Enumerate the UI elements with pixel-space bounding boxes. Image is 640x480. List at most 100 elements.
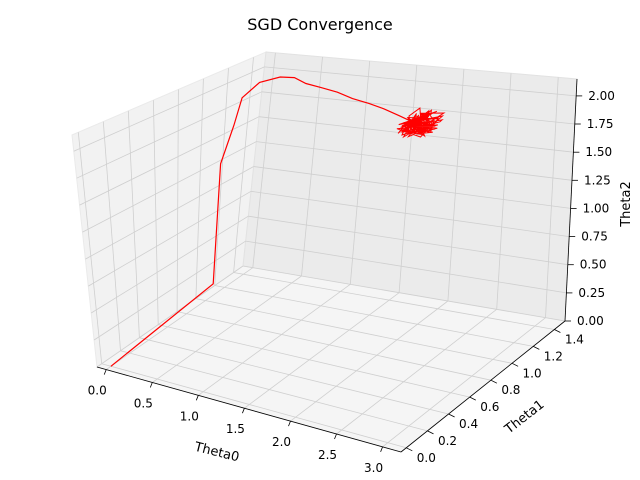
z-gridline xyxy=(73,66,265,152)
y-tick-label: 0.2 xyxy=(438,434,457,448)
y-gridline xyxy=(139,337,449,415)
x-tick-label: 0.0 xyxy=(88,384,107,398)
z-gridline xyxy=(93,240,246,341)
z-gridline xyxy=(250,190,570,237)
z-gridline xyxy=(242,265,566,322)
y-gridline xyxy=(77,132,103,364)
x-tick xyxy=(195,395,199,401)
x-tick-label: 3.0 xyxy=(364,461,383,475)
x-gridline xyxy=(545,77,559,318)
tick-labels: 0.00.51.01.52.02.53.00.00.20.40.60.81.01… xyxy=(88,89,615,475)
y-gridline xyxy=(153,100,159,325)
x-tick-label: 2.5 xyxy=(318,448,337,462)
y-gridline xyxy=(101,363,407,449)
z-tick-label: 0.50 xyxy=(580,258,607,272)
y-gridline xyxy=(195,298,513,364)
y-tick-label: 1.4 xyxy=(565,333,584,347)
z-tick-label: 1.00 xyxy=(583,201,610,215)
x-tick-label: 1.5 xyxy=(226,422,245,436)
y-gridline xyxy=(177,311,491,381)
y-tick xyxy=(554,329,561,333)
convergence-cluster xyxy=(396,107,446,139)
z-tick-label: 0.75 xyxy=(581,230,608,244)
y-tick xyxy=(511,362,519,367)
x-gridline xyxy=(382,317,546,448)
x-gridline xyxy=(398,65,418,293)
x-gridline xyxy=(152,275,302,383)
y-axis-line xyxy=(400,320,566,453)
y-gridline xyxy=(158,324,470,398)
y-gridline xyxy=(233,272,555,330)
axis-lines xyxy=(96,78,578,453)
z-axis-line xyxy=(564,78,578,322)
x-tick xyxy=(103,369,107,375)
series-line xyxy=(110,76,421,367)
x-axis-line xyxy=(96,366,402,453)
y-tick xyxy=(469,396,476,401)
z-tick-label: 1.75 xyxy=(587,117,614,131)
y-gridline xyxy=(214,68,229,286)
y-tick xyxy=(406,447,413,452)
z-gridline xyxy=(79,116,260,206)
z-tick-label: 0.00 xyxy=(577,314,604,328)
z-gridline xyxy=(253,166,571,209)
z-gridline xyxy=(264,66,577,97)
x-tick xyxy=(149,382,153,388)
x-gridline xyxy=(244,292,400,409)
y-gridline xyxy=(120,350,428,432)
x-gridline xyxy=(301,56,323,277)
y-gridline xyxy=(102,121,121,351)
x-tick-label: 0.5 xyxy=(134,397,153,411)
y-tick xyxy=(448,413,455,418)
y-tick xyxy=(533,346,540,350)
x-gridline xyxy=(336,308,497,435)
y-gridline xyxy=(195,78,204,299)
chart-title: SGD Convergence xyxy=(247,15,392,34)
z-gridline xyxy=(248,215,568,266)
y-tick-label: 0.0 xyxy=(417,451,436,465)
x-gridline xyxy=(105,267,254,370)
z-gridline xyxy=(90,215,249,314)
z-tick-label: 1.50 xyxy=(585,145,612,159)
z-axis-label: Theta2 xyxy=(619,181,634,228)
x-tick-label: 1.0 xyxy=(180,409,199,423)
x-tick xyxy=(288,420,291,427)
z-tick-label: 2.00 xyxy=(588,89,615,103)
y-gridline xyxy=(233,57,254,273)
z-gridline xyxy=(96,265,244,368)
x-gridline xyxy=(290,300,449,422)
z-gridline xyxy=(88,190,252,287)
z-gridline xyxy=(82,141,257,233)
y-tick-label: 0.8 xyxy=(501,383,520,397)
z-gridline xyxy=(261,91,575,125)
x-axis-label: Theta0 xyxy=(192,440,241,466)
y-gridline xyxy=(127,110,140,338)
x-tick xyxy=(242,408,245,414)
z-tick-label: 1.25 xyxy=(584,173,611,187)
x-tick-label: 2.0 xyxy=(272,435,291,449)
z-gridline xyxy=(76,91,262,179)
y-axis-label: Theta1 xyxy=(502,397,548,437)
z-gridline xyxy=(85,166,254,260)
z-gridline xyxy=(245,240,567,294)
grid-lines xyxy=(73,52,577,449)
x-gridline xyxy=(447,69,465,302)
y-gridline xyxy=(214,285,534,347)
z-tick-label: 0.25 xyxy=(578,286,605,300)
z-gridline xyxy=(258,116,574,153)
z-gridline xyxy=(256,141,573,181)
y-tick-label: 0.6 xyxy=(480,400,499,414)
y-tick-label: 1.0 xyxy=(523,366,542,380)
y-gridline xyxy=(176,89,179,312)
x-gridline xyxy=(496,73,512,310)
series-group xyxy=(110,76,446,367)
tick-marks xyxy=(103,95,583,452)
y-tick-label: 0.4 xyxy=(459,417,478,431)
x-gridline xyxy=(252,52,276,268)
x-tick xyxy=(334,433,337,440)
x-gridline xyxy=(349,60,371,285)
y-tick xyxy=(427,430,434,435)
y-tick xyxy=(490,379,498,384)
y-tick-label: 1.2 xyxy=(544,349,563,363)
